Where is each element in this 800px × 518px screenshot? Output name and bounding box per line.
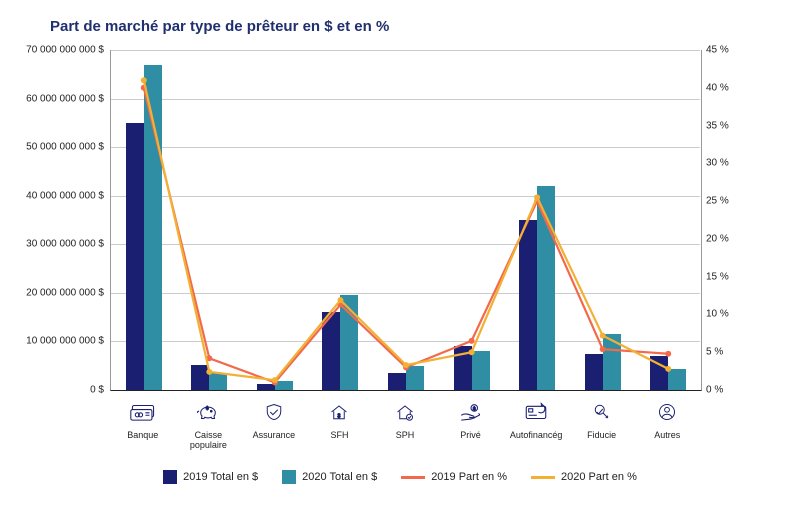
y-left-label: 50 000 000 000 $ <box>4 142 104 153</box>
line-marker <box>141 77 147 83</box>
y-right-label: 10 % <box>706 309 729 320</box>
line-series <box>144 80 668 380</box>
y-left-label: 60 000 000 000 $ <box>4 93 104 104</box>
x-axis-label: Autofinancég <box>510 430 563 440</box>
chart-plot-area <box>110 50 702 391</box>
piggy-icon: $ <box>192 398 224 426</box>
y-right-label: 25 % <box>706 196 729 207</box>
line-marker <box>600 346 606 352</box>
svg-text:$: $ <box>206 406 209 412</box>
card-icon <box>520 398 552 426</box>
y-right-label: 20 % <box>706 233 729 244</box>
y-right-label: 0 % <box>706 385 723 396</box>
line-marker <box>337 297 343 303</box>
legend-swatch-line <box>401 476 425 479</box>
legend-label: 2020 Total en $ <box>302 471 377 483</box>
y-left-label: 20 000 000 000 $ <box>4 287 104 298</box>
svg-text:$: $ <box>338 413 341 419</box>
y-left-label: 10 000 000 000 $ <box>4 336 104 347</box>
y-right-label: 30 % <box>706 158 729 169</box>
legend-item: 2020 Part en % <box>531 471 637 483</box>
house-check-icon <box>389 398 421 426</box>
line-marker <box>469 349 475 355</box>
legend-swatch-bar <box>282 470 296 484</box>
x-axis-label: Autres <box>654 430 680 440</box>
person-icon <box>651 398 683 426</box>
legend-label: 2019 Part en % <box>431 471 507 483</box>
line-marker <box>600 333 606 339</box>
line-marker <box>469 338 475 344</box>
x-axis-label: Banque <box>127 430 158 440</box>
legend-swatch-line <box>531 476 555 479</box>
y-right-label: 40 % <box>706 82 729 93</box>
y-right-label: 15 % <box>706 271 729 282</box>
svg-text:$: $ <box>472 406 475 412</box>
y-right-label: 5 % <box>706 347 723 358</box>
legend-item: 2019 Part en % <box>401 471 507 483</box>
legend: 2019 Total en $ 2020 Total en $ 2019 Part … <box>0 470 800 484</box>
chart-title: Part de marché par type de prêteur en $ … <box>50 18 389 35</box>
y-left-label: 0 $ <box>4 385 104 396</box>
legend-label: 2020 Part en % <box>561 471 637 483</box>
y-left-label: 70 000 000 000 $ <box>4 45 104 56</box>
line-marker <box>403 362 409 368</box>
y-right-label: 45 % <box>706 45 729 56</box>
legend-item: 2020 Total en $ <box>282 470 377 484</box>
y-right-label: 35 % <box>706 120 729 131</box>
x-axis-label: Fiducie <box>587 430 616 440</box>
line-marker <box>665 366 671 372</box>
house-icon: $ <box>323 398 355 426</box>
y-left-label: 30 000 000 000 $ <box>4 239 104 250</box>
line-series <box>144 88 668 383</box>
x-axis-label: SFH <box>330 430 348 440</box>
line-marker <box>272 377 278 383</box>
x-axis-label: Privé <box>460 430 481 440</box>
bank-icon <box>127 398 159 426</box>
line-marker <box>206 369 212 375</box>
line-marker <box>534 194 540 200</box>
stamp-icon <box>586 398 618 426</box>
line-marker <box>665 351 671 357</box>
x-axis-label: SPH <box>396 430 415 440</box>
x-axis-label: Caisse populaire <box>183 430 233 450</box>
hand-coin-icon: $ <box>455 398 487 426</box>
x-axis-label: Assurance <box>253 430 296 440</box>
shield-icon <box>258 398 290 426</box>
y-left-label: 40 000 000 000 $ <box>4 190 104 201</box>
legend-item: 2019 Total en $ <box>163 470 258 484</box>
legend-swatch-bar <box>163 470 177 484</box>
legend-label: 2019 Total en $ <box>183 471 258 483</box>
